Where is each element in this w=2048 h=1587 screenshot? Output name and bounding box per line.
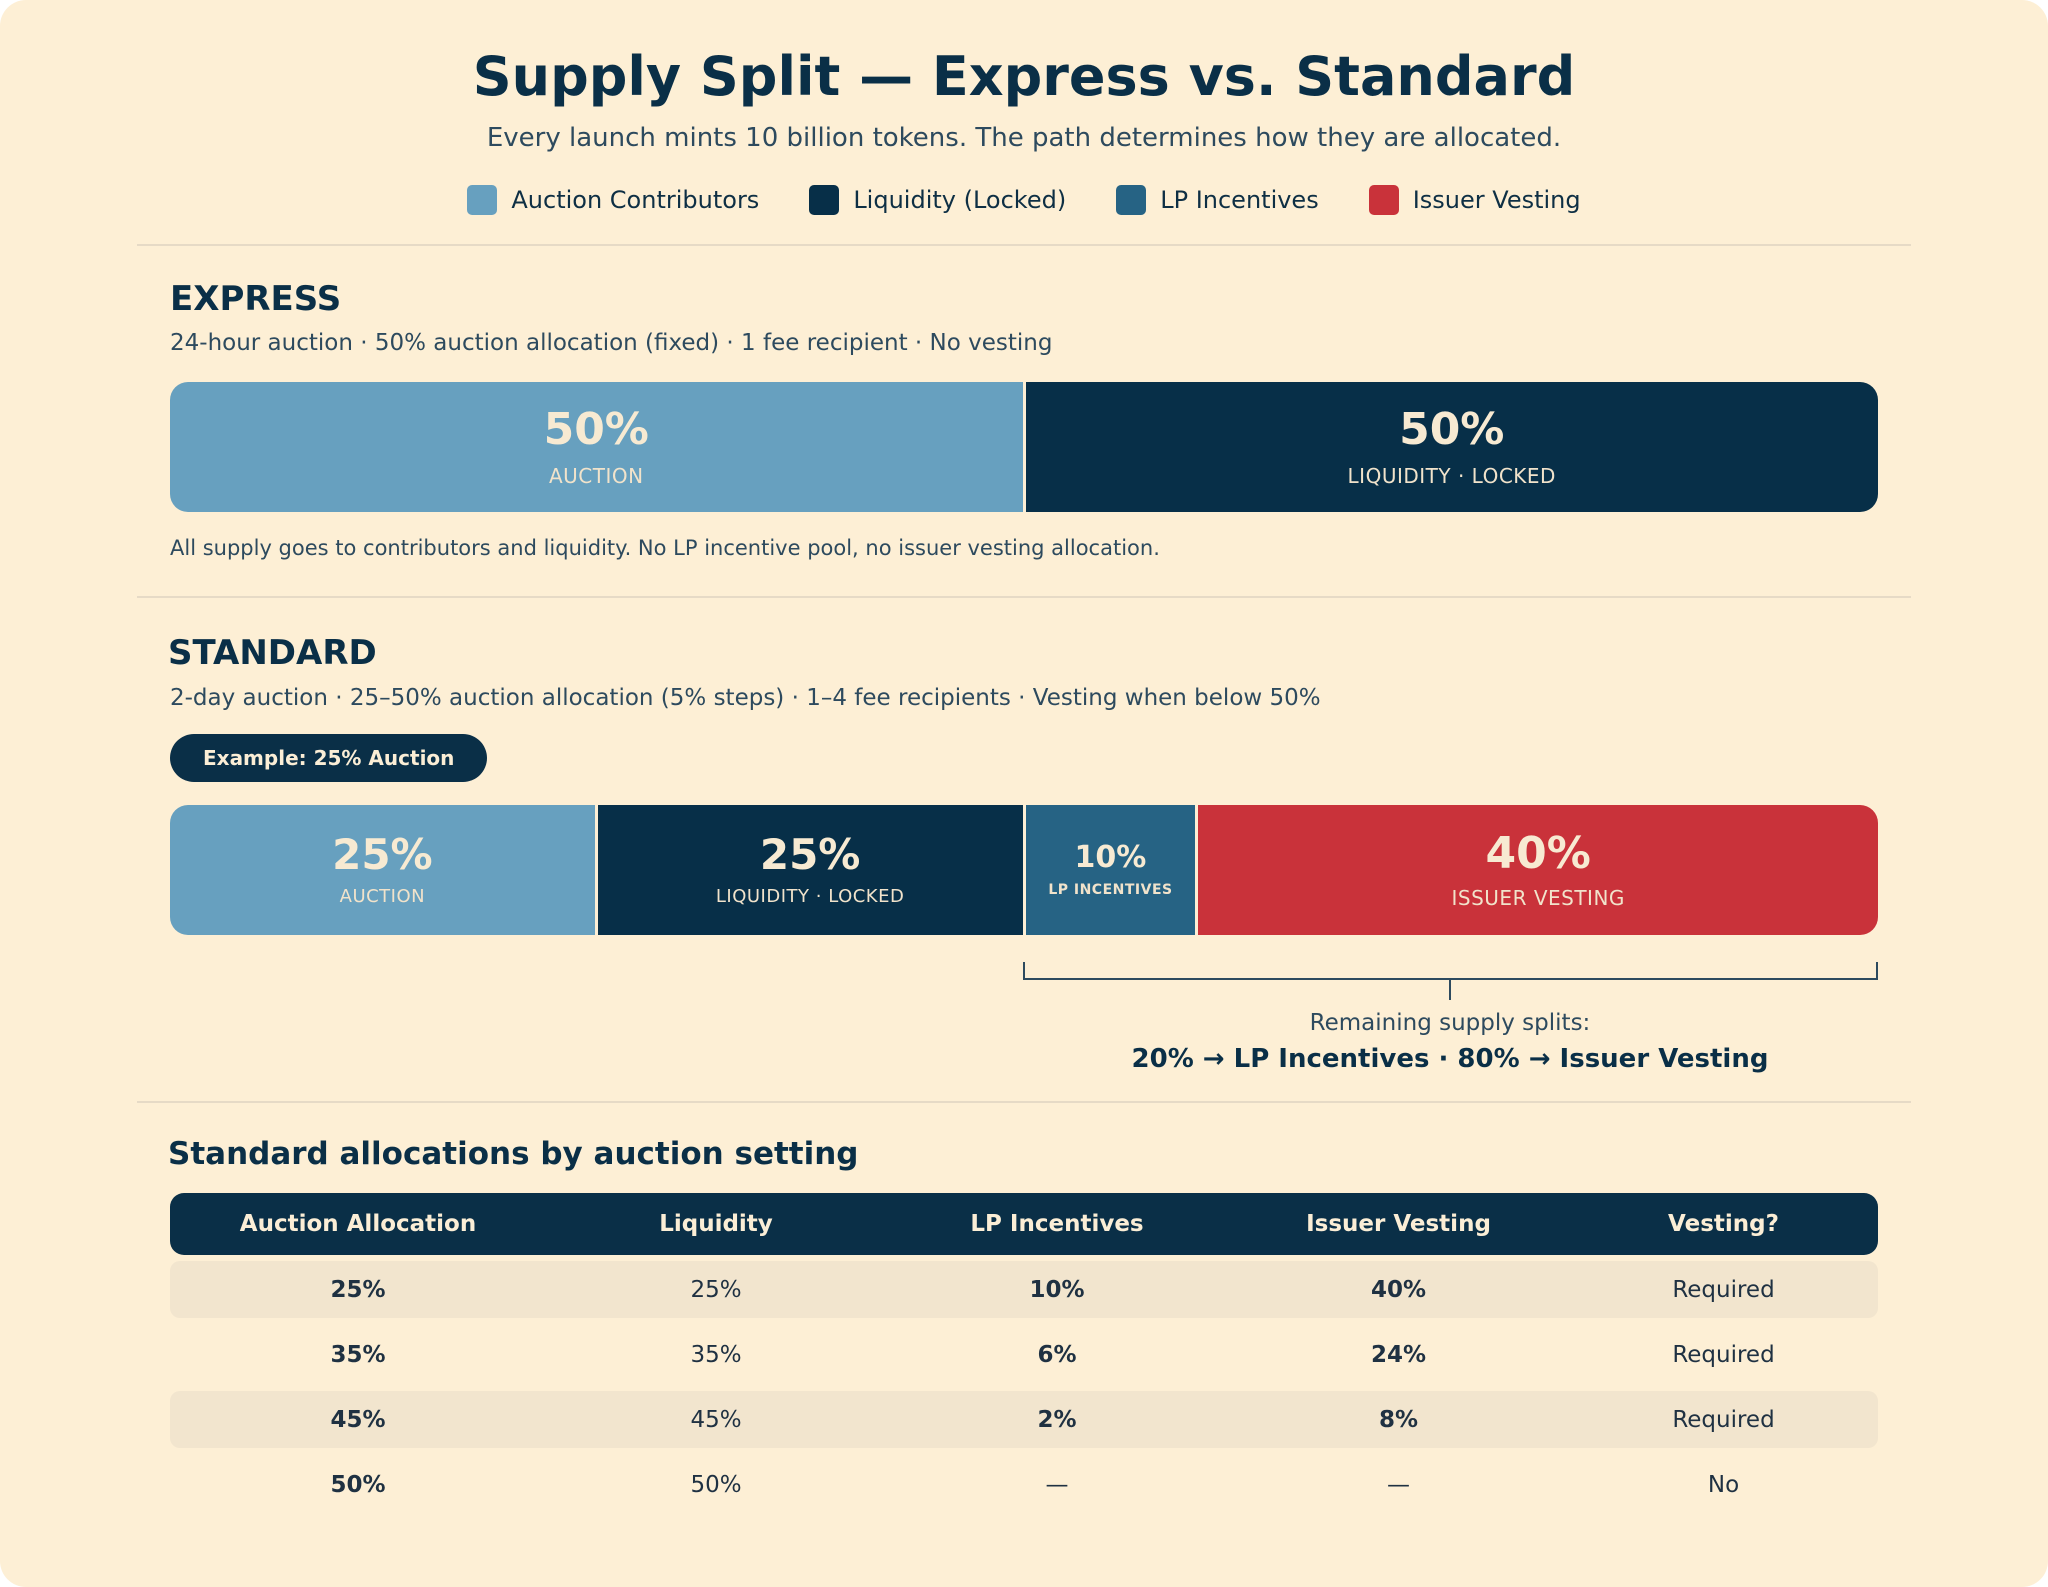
standard-segment-issuer-vesting: 40% ISSUER VESTING: [1195, 805, 1878, 935]
cell-liquidity: 45%: [546, 1391, 886, 1448]
express-segment-liquidity: 50% LIQUIDITY · LOCKED: [1022, 382, 1878, 512]
standard-segment-lp-incentives: 10% LP INCENTIVES: [1022, 805, 1196, 935]
standard-supply-bar: 25% AUCTION 25% LIQUIDITY · LOCKED 10% L…: [170, 805, 1878, 935]
column-header: Vesting?: [1569, 1193, 1878, 1255]
cell-vesting-required: Required: [1672, 1341, 1775, 1368]
legend-swatch-liquidity: [809, 185, 840, 215]
express-supply-bar: 50% AUCTION 50% LIQUIDITY · LOCKED: [170, 382, 1878, 512]
segment-percent: 50%: [1399, 403, 1505, 455]
legend-swatch-issuer-vesting: [1368, 185, 1399, 215]
standard-title: STANDARD: [168, 633, 377, 673]
express-description: 24-hour auction · 50% auction allocation…: [170, 330, 1053, 356]
cell-lp-incentives: —: [1045, 1471, 1069, 1498]
table-row: 25% 25% 10% 40% Required: [170, 1261, 1878, 1318]
cell-auction-allocation: 35%: [330, 1341, 386, 1368]
cell-issuer-vesting: 40%: [1228, 1261, 1569, 1318]
cell-lp-incentives: 2%: [886, 1391, 1228, 1448]
legend-swatch-auction: [467, 185, 498, 215]
cell-lp-incentives: 10%: [886, 1261, 1228, 1318]
cell-lp-incentives: 6%: [1037, 1341, 1077, 1368]
standard-segment-liquidity: 25% LIQUIDITY · LOCKED: [594, 805, 1023, 935]
table-row: 35% 35% 6% 24% Required: [170, 1326, 1878, 1383]
segment-percent: 25%: [332, 830, 433, 880]
table-header-row: Auction Allocation Liquidity LP Incentiv…: [170, 1193, 1878, 1255]
cell-liquidity: 50%: [690, 1471, 742, 1498]
standard-segment-auction: 25% AUCTION: [170, 805, 595, 935]
segment-percent: 25%: [759, 830, 861, 880]
cell-vesting-required: Required: [1569, 1261, 1878, 1318]
express-segment-auction: 50% AUCTION: [170, 382, 1023, 512]
legend-item-lp-incentives: LP Incentives: [1116, 185, 1319, 215]
express-title: EXPRESS: [170, 279, 342, 319]
standard-description: 2-day auction · 25–50% auction allocatio…: [170, 685, 1321, 711]
divider: [137, 244, 1911, 246]
legend-item-auction-contributors: Auction Contributors: [467, 185, 759, 215]
legend-label: LP Incentives: [1160, 186, 1319, 214]
page-title: Supply Split — Express vs. Standard: [472, 45, 1576, 108]
column-header: LP Incentives: [886, 1193, 1228, 1255]
cell-issuer-vesting: 24%: [1370, 1341, 1427, 1368]
legend-swatch-lp-incentives: [1116, 185, 1147, 215]
express-note: All supply goes to contributors and liqu…: [170, 536, 1160, 560]
legend-label: Issuer Vesting: [1412, 186, 1581, 214]
legend-item-liquidity-locked: Liquidity (Locked): [809, 185, 1066, 215]
cell-auction-allocation: 45%: [170, 1391, 546, 1448]
segment-label: AUCTION: [548, 464, 644, 489]
page-subtitle: Every launch mints 10 billion tokens. Th…: [486, 123, 1562, 153]
cell-liquidity: 35%: [690, 1341, 742, 1368]
cell-auction-allocation: 25%: [170, 1261, 546, 1318]
segment-percent: 50%: [543, 403, 649, 455]
segment-label: LIQUIDITY · LOCKED: [715, 886, 905, 908]
column-header: Liquidity: [546, 1193, 886, 1255]
table-title: Standard allocations by auction setting: [168, 1136, 859, 1172]
segment-percent: 40%: [1485, 827, 1591, 879]
example-badge: Example: 25% Auction: [170, 734, 488, 782]
cell-issuer-vesting: 8%: [1228, 1391, 1569, 1448]
legend: Auction Contributors Liquidity (Locked) …: [0, 180, 2048, 220]
cell-vesting-required: No: [1707, 1471, 1740, 1498]
divider: [137, 1101, 1911, 1103]
column-header: Auction Allocation: [170, 1193, 546, 1255]
segment-label: ISSUER VESTING: [1451, 886, 1625, 911]
table-row: 45% 45% 2% 8% Required: [170, 1391, 1878, 1448]
segment-label: LIQUIDITY · LOCKED: [1347, 464, 1556, 489]
segment-label: LP INCENTIVES: [1048, 882, 1173, 899]
legend-label: Auction Contributors: [511, 186, 760, 214]
legend-item-issuer-vesting: Issuer Vesting: [1368, 185, 1581, 215]
remaining-supply-detail: 20% → LP Incentives · 80% → Issuer Vesti…: [1131, 1044, 1769, 1074]
legend-label: Liquidity (Locked): [853, 186, 1067, 214]
divider: [137, 596, 1911, 598]
cell-vesting-required: Required: [1569, 1391, 1878, 1448]
allocation-table: Auction Allocation Liquidity LP Incentiv…: [170, 1193, 1878, 1513]
cell-liquidity: 25%: [546, 1261, 886, 1318]
segment-label: AUCTION: [339, 886, 426, 908]
remaining-supply-label: Remaining supply splits:: [1309, 1010, 1591, 1036]
cell-issuer-vesting: —: [1387, 1471, 1410, 1498]
segment-percent: 10%: [1074, 840, 1147, 876]
table-row: 50% 50% — — No: [170, 1456, 1878, 1513]
column-header: Issuer Vesting: [1228, 1193, 1569, 1255]
remaining-supply-bracket: [1023, 962, 1878, 1000]
cell-auction-allocation: 50%: [330, 1471, 386, 1498]
